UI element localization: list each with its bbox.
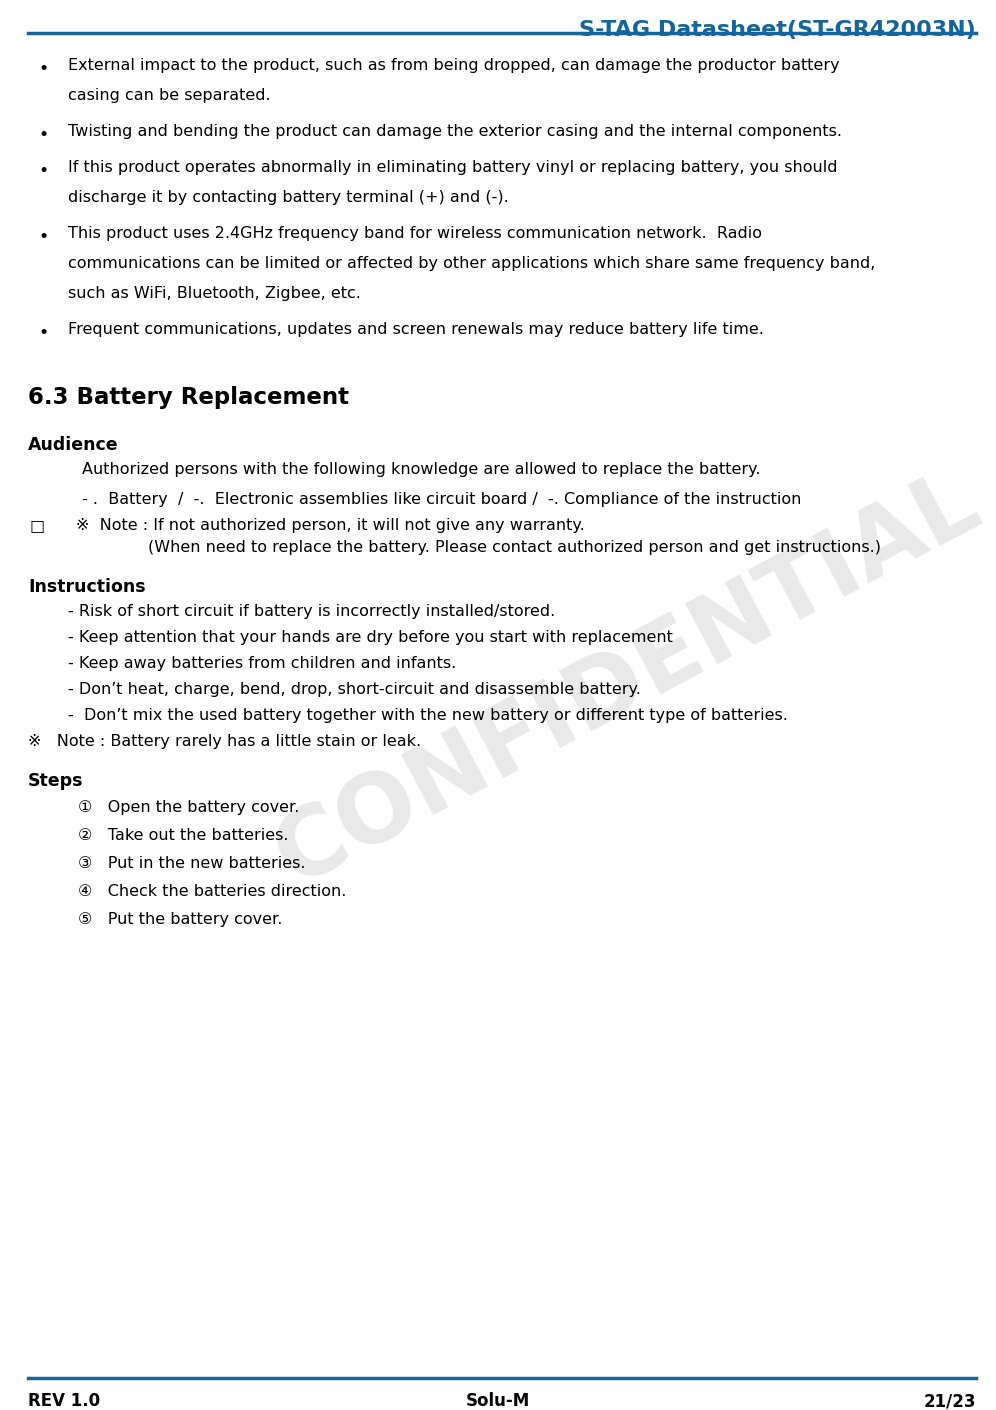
- Text: Instructions: Instructions: [28, 578, 145, 596]
- Text: - .  Battery  /  -.  Electronic assemblies like circuit board /  -. Compliance o: - . Battery / -. Electronic assemblies l…: [82, 492, 802, 508]
- Text: - Risk of short circuit if battery is incorrectly installed/stored.: - Risk of short circuit if battery is in…: [68, 603, 555, 619]
- Text: •: •: [38, 228, 48, 245]
- Text: casing can be separated.: casing can be separated.: [68, 87, 271, 103]
- Text: ①   Open the battery cover.: ① Open the battery cover.: [78, 799, 300, 815]
- Text: ④   Check the batteries direction.: ④ Check the batteries direction.: [78, 884, 347, 900]
- Text: such as WiFi, Bluetooth, Zigbee, etc.: such as WiFi, Bluetooth, Zigbee, etc.: [68, 286, 361, 300]
- Text: •: •: [38, 61, 48, 78]
- Text: Frequent communications, updates and screen renewals may reduce battery life tim: Frequent communications, updates and scr…: [68, 321, 764, 337]
- Text: 21/23: 21/23: [923, 1392, 976, 1410]
- Text: - Keep attention that your hands are dry before you start with replacement: - Keep attention that your hands are dry…: [68, 630, 673, 644]
- Text: Authorized persons with the following knowledge are allowed to replace the batte: Authorized persons with the following kn…: [82, 462, 761, 477]
- Text: -  Don’t mix the used battery together with the new battery or different type of: - Don’t mix the used battery together wi…: [68, 708, 788, 723]
- Text: - Keep away batteries from children and infants.: - Keep away batteries from children and …: [68, 656, 456, 671]
- Text: □: □: [30, 517, 45, 533]
- Text: (When need to replace the battery. Please contact authorized person and get inst: (When need to replace the battery. Pleas…: [148, 540, 881, 556]
- Text: Steps: Steps: [28, 773, 84, 790]
- Text: •: •: [38, 324, 48, 343]
- Text: ③   Put in the new batteries.: ③ Put in the new batteries.: [78, 856, 306, 871]
- Text: REV 1.0: REV 1.0: [28, 1392, 101, 1410]
- Text: ※  Note : If not authorized person, it will not give any warranty.: ※ Note : If not authorized person, it wi…: [76, 517, 585, 533]
- Text: CONFIDENTIAL: CONFIDENTIAL: [260, 455, 995, 904]
- Text: •: •: [38, 162, 48, 180]
- Text: If this product operates abnormally in eliminating battery vinyl or replacing ba: If this product operates abnormally in e…: [68, 159, 838, 175]
- Text: ②   Take out the batteries.: ② Take out the batteries.: [78, 828, 289, 843]
- Text: S-TAG Datasheet(ST-GR42003N): S-TAG Datasheet(ST-GR42003N): [580, 20, 976, 39]
- Text: discharge it by contacting battery terminal (+) and (-).: discharge it by contacting battery termi…: [68, 190, 509, 204]
- Text: ※   Note : Battery rarely has a little stain or leak.: ※ Note : Battery rarely has a little sta…: [28, 735, 421, 749]
- Text: This product uses 2.4GHz frequency band for wireless communication network.  Rad: This product uses 2.4GHz frequency band …: [68, 226, 762, 241]
- Text: External impact to the product, such as from being dropped, can damage the produ: External impact to the product, such as …: [68, 58, 840, 73]
- Text: •: •: [38, 125, 48, 144]
- Text: Twisting and bending the product can damage the exterior casing and the internal: Twisting and bending the product can dam…: [68, 124, 842, 140]
- Text: 6.3 Battery Replacement: 6.3 Battery Replacement: [28, 386, 349, 409]
- Text: Audience: Audience: [28, 436, 119, 454]
- Text: ⑤   Put the battery cover.: ⑤ Put the battery cover.: [78, 912, 283, 926]
- Text: - Don’t heat, charge, bend, drop, short-circuit and disassemble battery.: - Don’t heat, charge, bend, drop, short-…: [68, 682, 640, 697]
- Text: communications can be limited or affected by other applications which share same: communications can be limited or affecte…: [68, 257, 875, 271]
- Text: Solu-M: Solu-M: [466, 1392, 530, 1410]
